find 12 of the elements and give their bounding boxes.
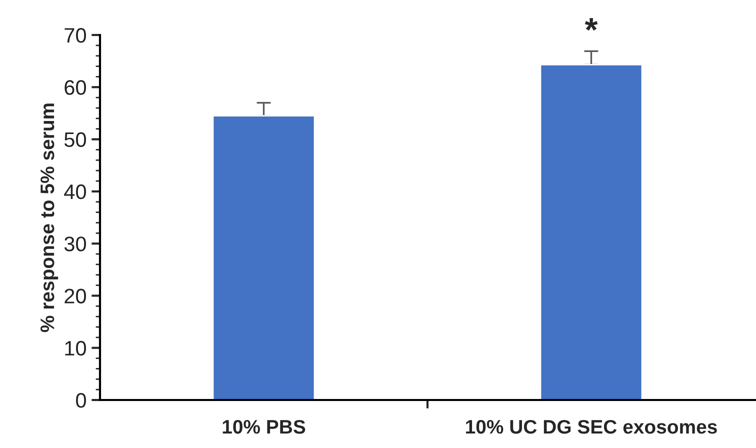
y-tick-label: 30 xyxy=(64,236,86,252)
y-tick-label: 70 xyxy=(64,28,86,43)
y-tick-label: 50 xyxy=(64,132,86,148)
x-tick-label: 10% PBS xyxy=(222,420,306,434)
y-tick-label: 60 xyxy=(64,80,86,95)
y-tick-label: 20 xyxy=(64,288,86,304)
annotation: * xyxy=(584,18,598,31)
y-tick-label: 10 xyxy=(65,340,86,356)
x-tick-label: 10% UC DG SEC exosomes xyxy=(466,420,717,434)
y-axis-title: % response to 5% serum xyxy=(40,104,58,332)
y-tick-label: 0 xyxy=(76,393,86,408)
y-tick-label: 40 xyxy=(64,184,86,200)
